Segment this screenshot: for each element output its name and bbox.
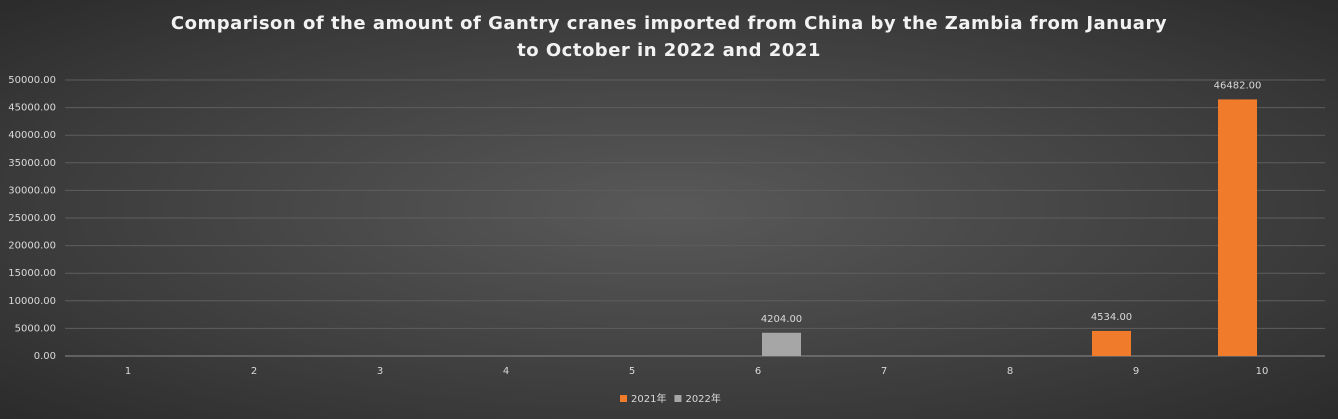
y-tick-label: 5000.00 — [15, 323, 56, 334]
x-tick-label: 7 — [881, 366, 887, 377]
y-tick-label: 20000.00 — [8, 241, 56, 252]
x-tick-label: 2 — [251, 366, 257, 377]
y-tick-label: 30000.00 — [8, 185, 56, 196]
data-label: 4204.00 — [761, 314, 802, 325]
chart-title: Comparison of the amount of Gantry crane… — [170, 13, 1168, 61]
x-tick-label: 3 — [377, 366, 383, 377]
legend-swatch — [620, 395, 627, 402]
x-tick-label: 6 — [755, 366, 761, 377]
bar — [762, 332, 801, 356]
y-tick-label: 0.00 — [34, 351, 56, 362]
x-tick-label: 4 — [503, 366, 509, 377]
x-tick-label: 8 — [1007, 366, 1013, 377]
y-tick-label: 10000.00 — [8, 296, 56, 307]
x-tick-label: 9 — [1133, 366, 1139, 377]
y-tick-label: 50000.00 — [8, 75, 56, 86]
x-tick-label: 1 — [125, 366, 131, 377]
x-tick-label: 10 — [1256, 366, 1269, 377]
legend-label: 2022年 — [685, 392, 720, 405]
data-label: 46482.00 — [1214, 80, 1262, 91]
data-label: 4534.00 — [1091, 312, 1132, 323]
legend-swatch — [674, 395, 682, 402]
bar — [1092, 330, 1131, 356]
y-tick-label: 25000.00 — [8, 213, 56, 224]
y-tick-label: 15000.00 — [8, 268, 56, 279]
y-tick-label: 35000.00 — [8, 158, 56, 169]
x-tick-label: 5 — [629, 366, 635, 377]
y-tick-label: 40000.00 — [8, 130, 56, 141]
legend-label: 2021年 — [631, 392, 666, 405]
y-tick-label: 45000.00 — [8, 103, 56, 114]
bar — [1218, 99, 1257, 356]
